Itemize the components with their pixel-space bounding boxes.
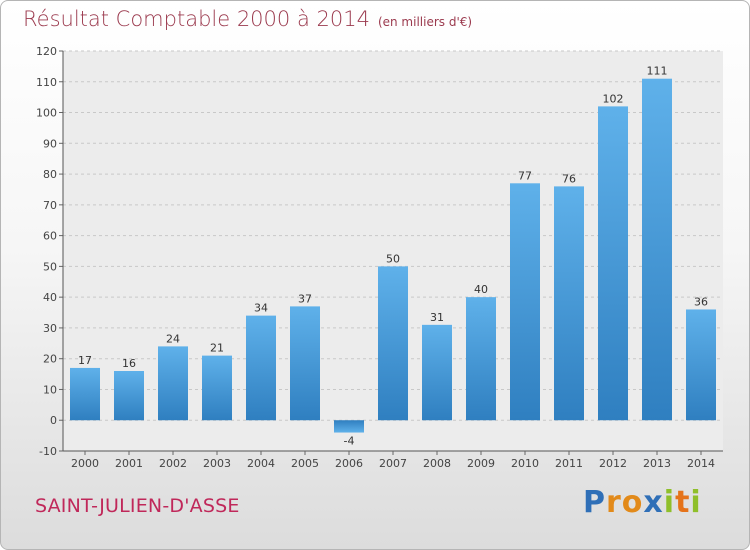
value-label-2006: -4 [344, 435, 355, 448]
logo-letter: o [621, 485, 644, 520]
y-tick-label: 30 [43, 322, 57, 335]
value-label-2012: 102 [603, 92, 624, 105]
bar-2003 [202, 355, 232, 421]
x-tick-label-2002: 2002 [159, 457, 187, 470]
y-tick-label: 70 [43, 199, 57, 212]
bar-2011 [554, 186, 584, 421]
x-tick-label-2000: 2000 [71, 457, 99, 470]
bar-2002 [158, 346, 188, 421]
x-tick-label-2010: 2010 [511, 457, 539, 470]
value-label-2005: 37 [298, 292, 312, 305]
bar-2007 [378, 266, 408, 421]
value-label-2003: 21 [210, 342, 224, 355]
y-tick-label: 60 [43, 230, 57, 243]
value-label-2014: 36 [694, 295, 708, 308]
value-label-2007: 50 [386, 252, 400, 265]
y-tick-label: -10 [39, 445, 57, 458]
x-tick-label-2012: 2012 [599, 457, 627, 470]
chart-title: Résultat Comptable 2000 à 2014 [23, 7, 370, 31]
logo-letter: t [675, 485, 691, 520]
x-tick-label-2008: 2008 [423, 457, 451, 470]
y-tick-label: 110 [36, 76, 57, 89]
y-tick-label: 90 [43, 137, 57, 150]
y-tick-label: 50 [43, 260, 57, 273]
x-tick-label-2001: 2001 [115, 457, 143, 470]
y-tick-label: 80 [43, 168, 57, 181]
commune-name: SAINT-JULIEN-D'ASSE [35, 495, 240, 517]
value-label-2011: 76 [562, 172, 576, 185]
y-tick-label: 100 [36, 107, 57, 120]
value-label-2008: 31 [430, 311, 444, 324]
bar-2006 [334, 420, 364, 433]
value-label-2004: 34 [254, 302, 268, 315]
x-tick-label-2003: 2003 [203, 457, 231, 470]
x-tick-label-2007: 2007 [379, 457, 407, 470]
bar-2000 [70, 367, 100, 421]
chart-subtitle: (en milliers d'€) [377, 15, 473, 29]
y-tick-label: 0 [50, 414, 57, 427]
bar-2013 [642, 78, 672, 421]
y-tick-label: 40 [43, 291, 57, 304]
chart-title-block: Résultat Comptable 2000 à 2014 (en millie… [23, 7, 472, 31]
bar-2010 [510, 183, 540, 421]
value-label-2013: 111 [647, 65, 668, 78]
bar-2004 [246, 315, 276, 421]
logo-letter: i [690, 485, 702, 520]
bar-2012 [598, 106, 628, 421]
logo-letter: P [583, 485, 606, 520]
y-tick-label: 20 [43, 353, 57, 366]
bar-2005 [290, 306, 320, 421]
value-label-2002: 24 [166, 332, 180, 345]
bar-2014 [686, 309, 716, 421]
x-tick-label-2014: 2014 [687, 457, 715, 470]
bar-2009 [466, 297, 496, 421]
y-tick-label: 10 [43, 383, 57, 396]
value-label-2000: 17 [78, 354, 92, 367]
x-tick-label-2013: 2013 [643, 457, 671, 470]
bar-2001 [114, 371, 144, 421]
x-tick-label-2009: 2009 [467, 457, 495, 470]
value-label-2001: 16 [122, 357, 136, 370]
logo-letter: i [663, 485, 676, 520]
value-label-2009: 40 [474, 283, 488, 296]
x-tick-label-2006: 2006 [335, 457, 363, 470]
value-label-2010: 77 [518, 169, 532, 182]
y-tick-label: 120 [36, 45, 57, 58]
logo-letter: r [606, 485, 622, 520]
bar-2008 [422, 324, 452, 421]
x-tick-label-2004: 2004 [247, 457, 275, 470]
proxiti-logo: Proxiti [583, 485, 702, 520]
x-tick-label-2005: 2005 [291, 457, 319, 470]
x-tick-label-2011: 2011 [555, 457, 583, 470]
logo-letter: x [643, 485, 664, 520]
